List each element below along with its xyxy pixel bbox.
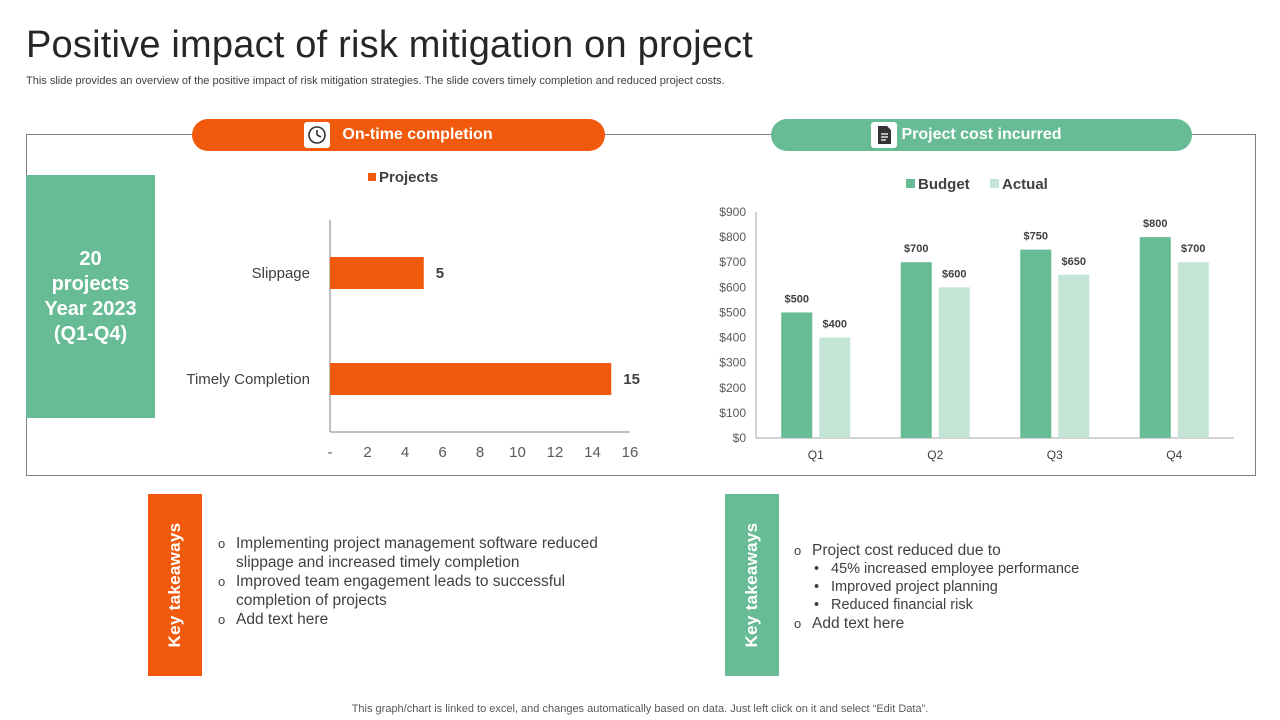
- data-label: $400: [823, 319, 847, 331]
- y-tick-label: $100: [719, 406, 746, 420]
- x-tick-label: Q4: [1166, 448, 1182, 462]
- y-tick-label: $500: [719, 305, 746, 319]
- summary-line: 20: [79, 247, 102, 270]
- y-tick-label: $800: [719, 230, 746, 244]
- x-tick-label: Q3: [1047, 448, 1063, 462]
- clock-icon: [304, 122, 331, 148]
- legend-swatch-budget: [906, 179, 915, 188]
- x-tick-label: 4: [401, 444, 409, 461]
- projects-bar-chart: Projects - 2 4 6 8 10 12 14 16 Slippage 5 Timely Com…: [186, 169, 640, 461]
- legend-label-actual: Actual: [1002, 176, 1048, 193]
- x-tick-label: 8: [476, 444, 484, 461]
- data-label: $750: [1024, 231, 1048, 243]
- list-item: Add text here: [794, 614, 1214, 633]
- key-takeaways-left-tab: Key takeaways: [148, 494, 202, 676]
- y-tick-label: $200: [719, 381, 746, 395]
- y-tick-label: $700: [719, 255, 746, 269]
- bar-budget-q1: [781, 312, 813, 438]
- sub-list-item: Reduced financial risk: [794, 596, 1214, 614]
- page-title: Positive impact of risk mitigation on pr…: [26, 24, 754, 66]
- bar-budget-q4: [1139, 237, 1171, 438]
- x-tick-label: 14: [584, 444, 601, 461]
- bar-actual-q4: [1177, 262, 1209, 438]
- key-takeaways-right-label: Key takeaways: [742, 522, 761, 648]
- on-time-completion-header: On-time completion: [192, 119, 605, 151]
- x-tick-label: 16: [622, 444, 639, 461]
- data-label: 5: [436, 265, 444, 282]
- cost-column-chart: Budget Actual $0 $100 $200 $300 $400 $500 $600 $7…: [719, 176, 1234, 462]
- projects-summary-box: 20 projects Year 2023 (Q1-Q4): [26, 175, 155, 418]
- bar-actual-q2: [938, 287, 970, 438]
- legend-swatch: [368, 173, 376, 181]
- legend-label-budget: Budget: [918, 176, 970, 193]
- x-tick-label: Q1: [808, 448, 824, 462]
- bar-actual-q3: [1058, 274, 1090, 438]
- data-label: $650: [1062, 256, 1086, 268]
- bar-slippage: [330, 257, 424, 289]
- key-takeaways-right-list: Project cost reduced due to 45% increase…: [794, 541, 1214, 633]
- bar-timely-completion: [330, 363, 612, 395]
- x-tick-label: 10: [509, 444, 526, 461]
- y-tick-label: $900: [719, 205, 746, 219]
- legend-label: Projects: [379, 169, 438, 186]
- data-label: $800: [1143, 218, 1167, 230]
- y-tick-label: $0: [733, 431, 747, 445]
- category-label: Slippage: [252, 265, 310, 282]
- footer-note: This graph/chart is linked to excel, and…: [351, 703, 929, 715]
- legend-swatch-actual: [990, 179, 999, 188]
- sub-list-item: Improved project planning: [794, 578, 1214, 596]
- summary-line: projects: [51, 272, 130, 295]
- key-takeaways-left-label: Key takeaways: [165, 522, 184, 648]
- document-icon: [871, 122, 897, 148]
- list-item: Add text here: [218, 610, 638, 629]
- y-tick-label: $300: [719, 356, 746, 370]
- project-cost-header: Project cost incurred: [771, 119, 1192, 151]
- y-tick-label: $400: [719, 331, 746, 345]
- data-label: 15: [623, 371, 640, 388]
- summary-line: Year 2023: [44, 297, 137, 320]
- key-takeaways-left-list: Implementing project management software…: [218, 534, 638, 629]
- x-tick-label: 12: [547, 444, 564, 461]
- bar-budget-q2: [900, 262, 932, 438]
- key-takeaways-right-tab: Key takeaways: [725, 494, 779, 676]
- x-tick-label: Q2: [927, 448, 943, 462]
- project-cost-label: Project cost incurred: [901, 126, 1062, 143]
- data-label: $600: [942, 268, 966, 280]
- data-label: $700: [1181, 243, 1205, 255]
- bar-budget-q3: [1020, 249, 1052, 438]
- category-label: Timely Completion: [186, 371, 310, 388]
- list-item: Project cost reduced due to: [794, 541, 1214, 560]
- x-tick-label: 6: [438, 444, 446, 461]
- data-label: $700: [904, 243, 928, 255]
- sub-list-item: 45% increased employee performance: [794, 560, 1214, 578]
- list-item: Improved team engagement leads to succes…: [218, 572, 638, 610]
- bar-actual-q1: [819, 337, 851, 438]
- page-subtitle: This slide provides an overview of the p…: [26, 75, 725, 87]
- on-time-completion-label: On-time completion: [342, 126, 493, 143]
- y-tick-label: $600: [719, 280, 746, 294]
- data-label: $500: [785, 293, 809, 305]
- x-tick-label: -: [328, 444, 333, 461]
- x-tick-label: 2: [363, 444, 371, 461]
- summary-line: (Q1-Q4): [53, 322, 128, 345]
- list-item: Implementing project management software…: [218, 534, 638, 572]
